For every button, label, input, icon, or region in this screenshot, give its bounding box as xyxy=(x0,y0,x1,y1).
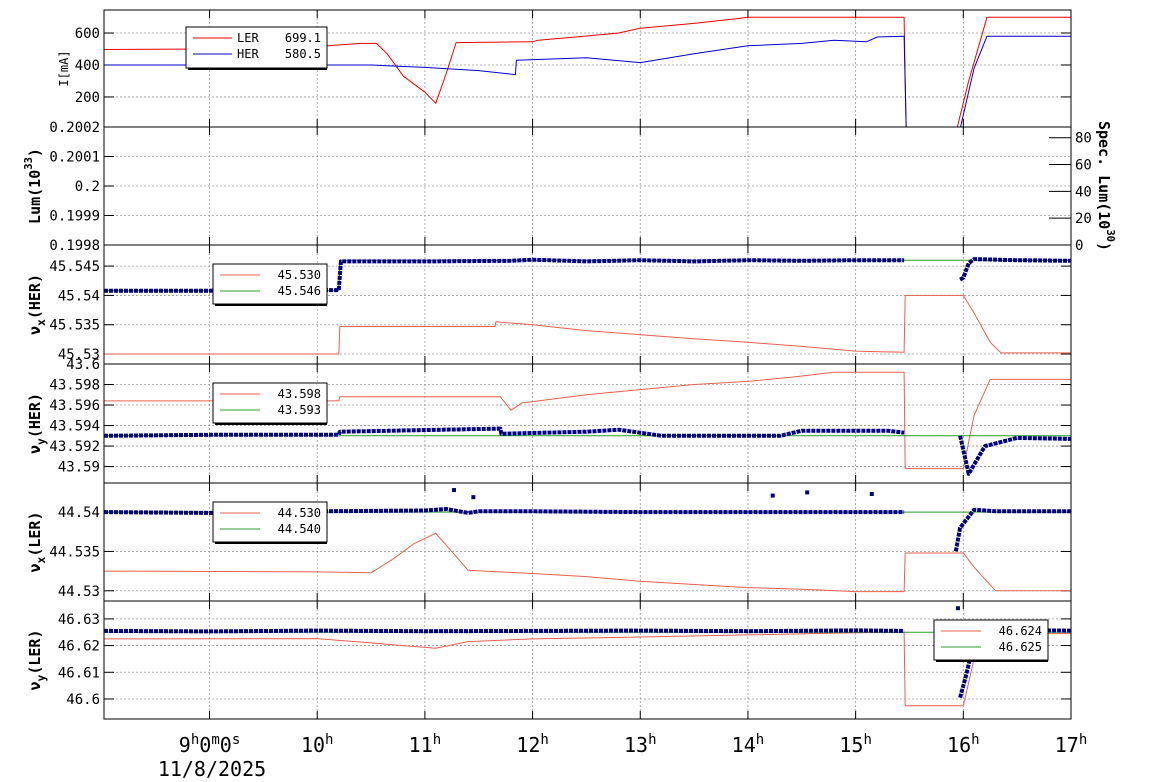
data-line xyxy=(104,35,1071,127)
y-tick-label: 44.54 xyxy=(58,505,100,521)
y2-tick-label: 40 xyxy=(1075,184,1092,200)
y2-tick-label: 60 xyxy=(1075,158,1092,174)
y-tick-label: 46.63 xyxy=(58,612,100,628)
y-axis-label: Lum(1033) xyxy=(23,148,44,224)
y-tick-label: 43.594 xyxy=(49,419,100,435)
y-tick-label: 44.535 xyxy=(49,544,100,560)
y-tick-label: 45.545 xyxy=(49,259,100,275)
x-tick-label: 11h xyxy=(409,732,442,757)
y-axis-label: νx(LER) xyxy=(26,512,48,573)
y-axis-label: νy(LER) xyxy=(26,630,48,691)
y-axis-label: νx(HER) xyxy=(26,274,48,335)
y-tick-label: 43.596 xyxy=(49,398,100,414)
legend-label: 46.625 xyxy=(999,640,1042,654)
y-tick-label: 200 xyxy=(75,90,100,106)
marker xyxy=(869,492,874,497)
y-tick-label: 46.6 xyxy=(66,692,100,708)
y-tick-label: 44.53 xyxy=(58,584,100,600)
y-tick-label: 600 xyxy=(75,26,100,42)
y-tick-label: 45.535 xyxy=(49,318,100,334)
y-tick-label: 43.59 xyxy=(58,460,100,476)
marker xyxy=(471,495,476,500)
legend-label: 43.598 xyxy=(278,387,321,401)
legend-value: 580.5 xyxy=(285,47,321,61)
x-tick-label: 9h0m0s xyxy=(179,732,240,757)
x-tick-label: 12h xyxy=(516,732,549,757)
data-dots xyxy=(104,426,1071,476)
legend-label: LER xyxy=(237,31,259,45)
y2-tick-label: 80 xyxy=(1075,131,1092,147)
x-tick-label: 13h xyxy=(624,732,657,757)
x-tick-label: 16h xyxy=(947,732,980,757)
data-line xyxy=(104,532,1071,593)
y-tick-label: 43.598 xyxy=(49,378,100,394)
y-tick-label: 0.2002 xyxy=(49,120,100,136)
x-tick-label: 14h xyxy=(732,732,765,757)
data-dots xyxy=(104,628,1071,699)
y-axis-label: I[mA] xyxy=(57,50,71,86)
legend-label: 44.530 xyxy=(278,506,321,520)
legend-box xyxy=(933,619,1049,661)
plot-area xyxy=(104,371,1071,476)
x-tick-label: 10h xyxy=(301,732,334,757)
marker xyxy=(805,490,810,495)
y2-axis-label: Spec. Lum(1030) xyxy=(1095,121,1116,251)
legend-label: 45.530 xyxy=(278,268,321,282)
marker xyxy=(955,606,960,611)
panel-frame xyxy=(103,600,1072,720)
legend-label: 44.540 xyxy=(278,522,321,536)
y-tick-label: 46.62 xyxy=(58,639,100,655)
y-tick-label: 46.61 xyxy=(58,665,100,681)
legend-value: 699.1 xyxy=(285,31,321,45)
y-tick-label: 0.1999 xyxy=(49,209,100,225)
data-line xyxy=(104,294,1071,355)
x-tick-label: 15h xyxy=(839,732,872,757)
legend-box xyxy=(185,26,328,69)
y-tick-label: 45.53 xyxy=(58,347,100,363)
y2-tick-label: 20 xyxy=(1075,211,1092,227)
x-axis-date: 11/8/2025 xyxy=(158,757,266,781)
legend-label: 46.624 xyxy=(999,624,1042,638)
legend-label: HER xyxy=(237,47,259,61)
marker xyxy=(770,493,775,498)
plot-area xyxy=(104,16,1071,127)
y-tick-label: 43.6 xyxy=(66,357,100,373)
legend-label: 45.546 xyxy=(278,284,321,298)
y-tick-label: 0.1998 xyxy=(49,238,100,254)
x-tick-label: 17h xyxy=(1055,732,1088,757)
y-tick-label: 0.2 xyxy=(75,179,100,195)
legend-label: 43.593 xyxy=(278,403,321,417)
y-axis-label: νy(HER) xyxy=(26,393,48,454)
y-tick-label: 45.54 xyxy=(58,288,100,304)
y-tick-label: 0.2001 xyxy=(49,150,100,166)
legend-box xyxy=(212,382,328,424)
plot-area xyxy=(104,606,1071,707)
y2-tick-label: 0 xyxy=(1075,238,1083,254)
y-tick-label: 400 xyxy=(75,58,100,74)
marker xyxy=(451,488,456,493)
y-tick-label: 43.592 xyxy=(49,439,100,455)
data-line xyxy=(104,631,1071,707)
legend-box xyxy=(212,263,328,305)
data-line xyxy=(104,371,1071,470)
